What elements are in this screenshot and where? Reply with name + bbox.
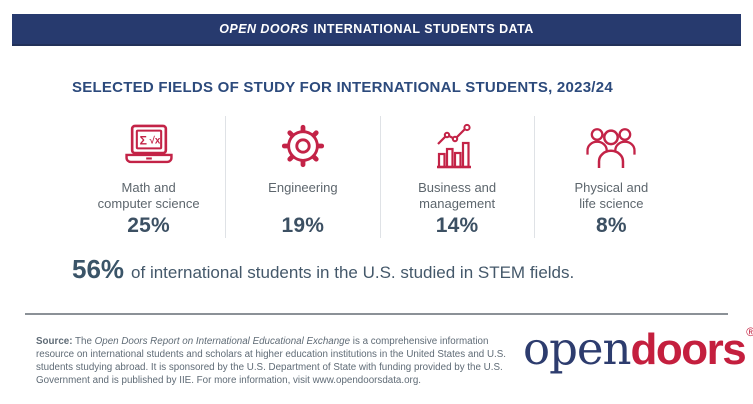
stem-percentage: 56% (72, 254, 125, 284)
field-label: Physical and life science (574, 179, 649, 212)
banner-title-brand: OPEN DOORS (219, 22, 309, 36)
field-value: 8% (595, 214, 627, 237)
field-label: Business and management (418, 179, 497, 212)
field-value: 14% (435, 214, 479, 237)
icon-box (434, 120, 480, 173)
fields-row: Σ √x Math and computer science 25% (72, 116, 688, 238)
stem-statement-text: of international students in the U.S. st… (131, 263, 575, 282)
banner-title-rest: INTERNATIONAL STUDENTS DATA (313, 22, 534, 36)
top-banner: OPEN DOORS INTERNATIONAL STUDENTS DATA (12, 14, 741, 46)
field-engineering: Engineering 19% (225, 116, 379, 238)
footer-divider (25, 313, 728, 315)
field-value: 25% (127, 214, 170, 237)
logo-doors-text: doors (630, 325, 747, 374)
source-pre: The (72, 336, 95, 347)
icon-box (584, 120, 638, 173)
opendoors-logo: opendoors® (523, 322, 753, 375)
laptop-math-icon: Σ √x (124, 124, 173, 163)
people-icon (586, 128, 637, 169)
field-label: Math and computer science (97, 179, 200, 212)
field-business-management: Business and management 14% (379, 116, 534, 238)
source-rest: is a comprehensive information resource … (36, 336, 506, 387)
icon-box (280, 120, 326, 173)
field-label: Engineering (268, 179, 338, 195)
field-value: 19% (281, 214, 325, 237)
field-physical-life-science: Physical and life science 8% (533, 116, 688, 238)
source-report-title: Open Doors Report on International Educa… (94, 336, 351, 347)
icon-box: Σ √x (120, 120, 178, 173)
svg-text:Σ: Σ (139, 133, 146, 147)
svg-text:√x: √x (149, 135, 160, 146)
source-label: Source: (36, 336, 73, 347)
logo-open-text: open (523, 322, 632, 375)
registered-mark-icon: ® (746, 325, 753, 339)
source-note: Source: The Open Doors Report on Interna… (36, 335, 520, 388)
stem-summary-statement: 56% of international students in the U.S.… (72, 254, 574, 285)
bar-chart-icon (437, 124, 472, 169)
page-title: SELECTED FIELDS OF STUDY FOR INTERNATION… (72, 79, 613, 96)
gear-icon (281, 125, 324, 168)
field-math-computer-science: Σ √x Math and computer science 25% (72, 116, 225, 238)
